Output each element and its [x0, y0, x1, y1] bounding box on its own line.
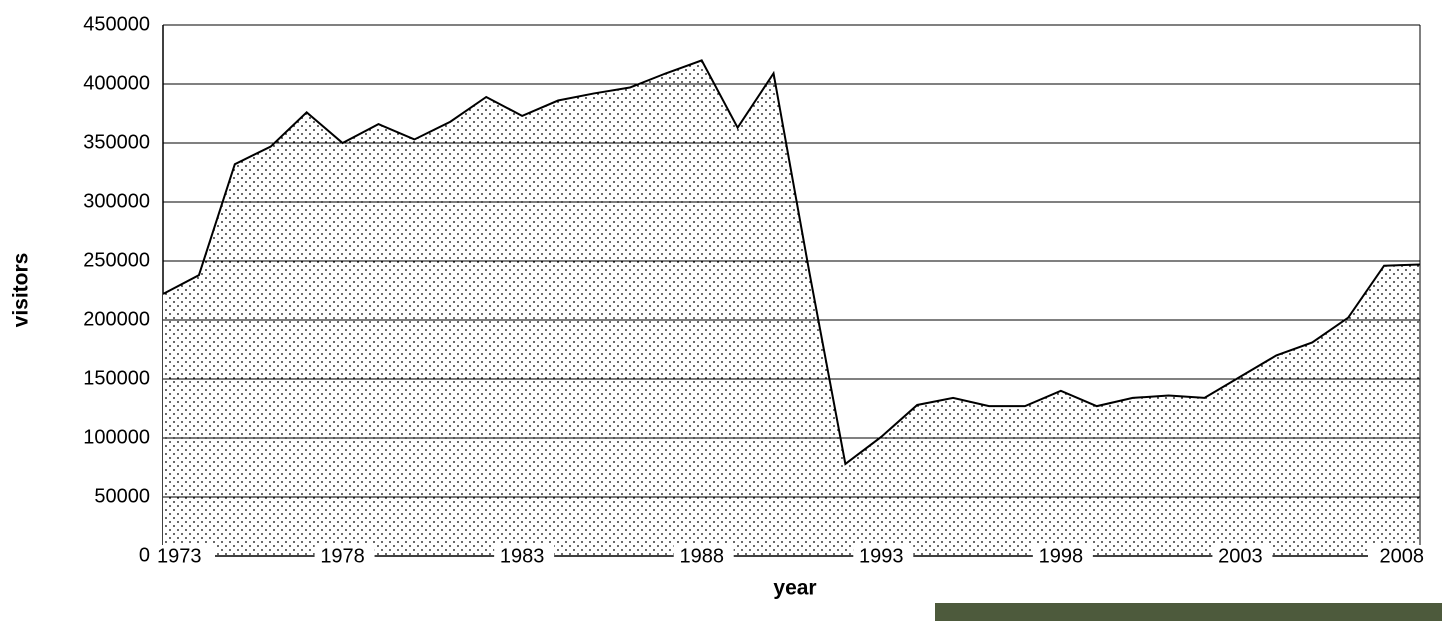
y-tick-label: 150000 — [83, 367, 150, 389]
x-axis-title: year — [773, 577, 816, 600]
y-tick-label: 50000 — [94, 485, 150, 507]
y-tick-label: 450000 — [83, 13, 150, 35]
area-fill — [163, 60, 1420, 556]
x-tick-label: 2003 — [1218, 545, 1263, 567]
x-tick-label: 1983 — [500, 545, 545, 567]
x-tick-label: 1988 — [679, 545, 724, 567]
y-tick-label: 400000 — [83, 72, 150, 94]
photo-fragment — [935, 603, 1442, 621]
y-tick-label: 250000 — [83, 249, 150, 271]
y-axis-title: visitors — [10, 253, 33, 328]
x-tick-label: 2008 — [1380, 545, 1425, 567]
y-tick-label: 200000 — [83, 308, 150, 330]
x-tick-label: 1973 — [157, 545, 202, 567]
y-tick-label: 100000 — [83, 426, 150, 448]
y-tick-label: 350000 — [83, 131, 150, 153]
x-tick-label: 1993 — [859, 545, 904, 567]
chart: year visitors 0 50000 100000 150000 200000 25… — [0, 0, 1442, 621]
y-tick-label: 0 — [139, 544, 150, 566]
x-tick-label: 1978 — [320, 545, 365, 567]
x-tick-label: 1998 — [1039, 545, 1084, 567]
y-tick-label: 300000 — [83, 190, 150, 212]
